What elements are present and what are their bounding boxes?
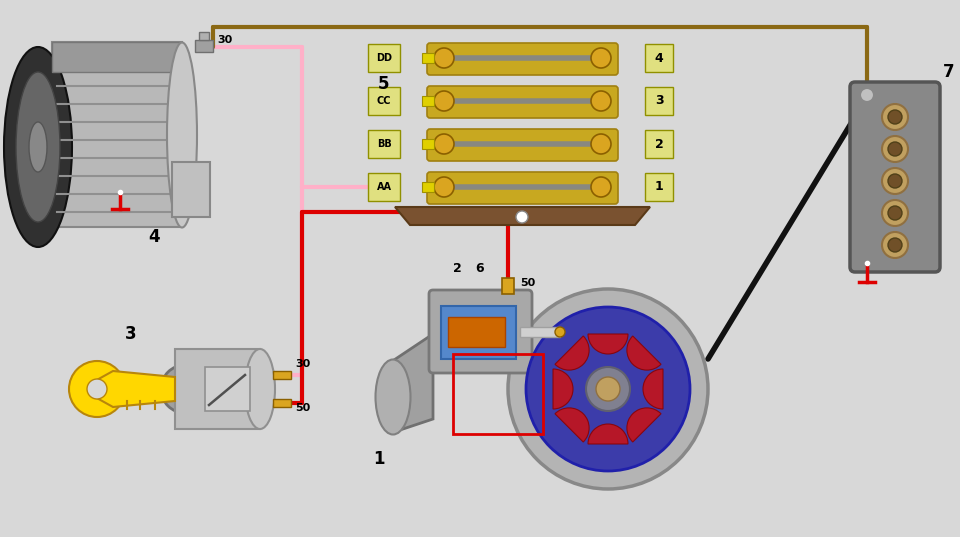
Circle shape [591,91,611,111]
Bar [422,139,434,149]
Bar [205,367,250,411]
Circle shape [888,110,902,124]
Text: BB: BB [376,139,392,149]
Bar [448,317,505,347]
Circle shape [591,48,611,68]
Polygon shape [95,371,175,407]
Circle shape [596,377,620,401]
FancyBboxPatch shape [429,290,532,373]
Bar [273,371,291,379]
Circle shape [526,307,690,471]
Circle shape [882,104,908,130]
Circle shape [555,327,565,337]
Bar [52,42,182,72]
Polygon shape [395,207,650,225]
Circle shape [591,134,611,154]
Text: 50: 50 [520,278,536,288]
Wedge shape [643,369,663,409]
Polygon shape [388,334,433,429]
Circle shape [882,232,908,258]
Ellipse shape [161,365,209,413]
Bar [52,42,182,227]
Bar [520,327,560,337]
Circle shape [882,200,908,226]
Ellipse shape [245,349,275,429]
Text: 4: 4 [655,52,663,64]
Text: 50: 50 [295,403,310,413]
Text: 4: 4 [148,228,159,246]
FancyBboxPatch shape [850,82,940,272]
FancyBboxPatch shape [427,43,618,75]
Bar [175,349,260,429]
Circle shape [69,361,125,417]
Bar [422,53,434,63]
Circle shape [516,211,528,223]
Bar [195,40,213,52]
Ellipse shape [29,122,47,172]
Bar [422,182,434,192]
Wedge shape [553,369,573,409]
Text: 2: 2 [655,137,663,150]
Bar [273,399,291,407]
Text: 2: 2 [453,262,462,275]
Bar [199,32,209,40]
Bar [368,173,400,201]
Bar [172,162,210,217]
Bar [422,96,434,106]
Ellipse shape [375,359,411,434]
Circle shape [586,367,630,411]
Text: 3: 3 [655,95,663,107]
Wedge shape [627,336,661,370]
Circle shape [87,379,107,399]
Circle shape [434,134,454,154]
Circle shape [434,91,454,111]
Bar [368,87,400,115]
Ellipse shape [167,42,197,228]
Text: 3: 3 [125,325,136,343]
Text: 7: 7 [943,63,954,81]
Bar [645,173,673,201]
Ellipse shape [16,72,60,222]
Text: 30: 30 [295,359,310,369]
Bar [645,44,673,72]
Wedge shape [555,336,589,370]
FancyBboxPatch shape [427,86,618,118]
Circle shape [888,174,902,188]
Circle shape [434,48,454,68]
Circle shape [508,289,708,489]
FancyBboxPatch shape [427,129,618,161]
Wedge shape [555,408,589,442]
Text: 1: 1 [655,180,663,193]
Wedge shape [627,408,661,442]
Text: 1: 1 [373,450,385,468]
Bar [502,278,514,294]
Circle shape [434,177,454,197]
Circle shape [888,206,902,220]
Text: CC: CC [376,96,392,106]
Circle shape [882,136,908,162]
Circle shape [591,177,611,197]
Text: 5: 5 [378,75,390,93]
Ellipse shape [4,47,72,247]
Bar [645,87,673,115]
Text: DD: DD [376,53,392,63]
FancyBboxPatch shape [427,172,618,204]
Circle shape [888,142,902,156]
Circle shape [860,88,874,102]
Text: 30: 30 [217,35,232,45]
Bar [441,306,516,359]
Wedge shape [588,334,628,354]
Bar [453,354,543,434]
Bar [645,130,673,158]
Text: 6: 6 [475,262,484,275]
Circle shape [882,168,908,194]
Bar [368,130,400,158]
Wedge shape [588,424,628,444]
Bar [368,44,400,72]
Circle shape [888,238,902,252]
Text: AA: AA [376,182,392,192]
